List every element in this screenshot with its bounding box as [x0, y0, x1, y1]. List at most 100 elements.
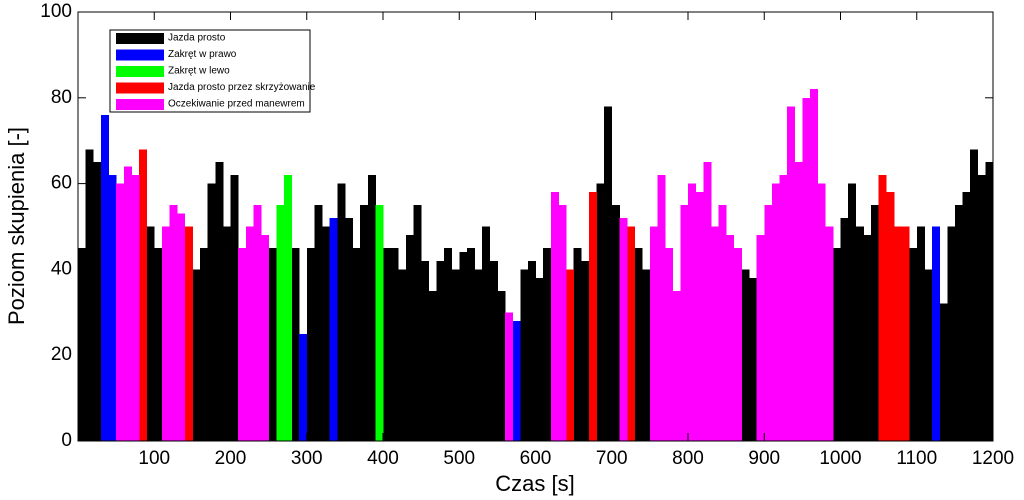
area-step — [474, 269, 483, 441]
area-step — [329, 217, 338, 441]
area-step — [672, 290, 681, 441]
area-step — [405, 235, 414, 441]
area-step — [78, 247, 87, 441]
area-step — [436, 260, 445, 441]
area-step — [771, 183, 780, 441]
area-step — [764, 205, 773, 441]
area-step — [276, 205, 285, 441]
area-step — [970, 149, 979, 441]
area-step — [184, 226, 193, 441]
y-tick-label: 0 — [61, 430, 72, 451]
legend-label: Jazda prosto — [168, 33, 226, 44]
area-step — [192, 269, 201, 441]
area-step — [215, 162, 224, 441]
area-step — [482, 226, 491, 441]
area-step — [131, 175, 140, 441]
area-step — [375, 205, 384, 441]
area-step — [451, 269, 460, 441]
area-step — [566, 269, 575, 441]
area-step — [657, 175, 666, 441]
area-step — [794, 162, 803, 441]
area-step — [360, 205, 369, 441]
area-step — [588, 192, 597, 441]
area-step — [146, 226, 155, 441]
area-step — [116, 183, 125, 441]
y-tick-label: 100 — [40, 1, 72, 22]
area-step — [123, 166, 132, 441]
area-step — [543, 247, 552, 441]
area-step — [245, 226, 254, 441]
area-step — [787, 106, 796, 441]
area-step — [779, 175, 788, 441]
area-step — [596, 183, 605, 441]
area-step — [444, 247, 453, 441]
x-tick-label: 100 — [138, 448, 170, 469]
area-step — [749, 277, 758, 441]
area-step — [924, 269, 933, 441]
area-step — [230, 175, 239, 441]
legend-swatch — [116, 33, 164, 44]
area-step — [741, 269, 750, 441]
area-step — [840, 217, 849, 441]
area-step — [306, 247, 315, 441]
area-step — [810, 89, 819, 441]
area-step — [169, 205, 178, 441]
area-step — [832, 247, 841, 441]
area-step — [718, 205, 727, 441]
plot-area — [78, 89, 994, 442]
area-step — [886, 192, 895, 441]
area-step — [367, 175, 376, 441]
area-step — [817, 183, 826, 441]
x-tick-label: 200 — [215, 448, 247, 469]
area-step — [268, 247, 277, 441]
area-step — [421, 260, 430, 441]
y-tick-label: 20 — [51, 344, 72, 365]
area-step — [200, 247, 209, 441]
area-step — [977, 175, 986, 441]
area-step — [649, 226, 658, 441]
area-step — [619, 217, 628, 441]
x-tick-label: 400 — [367, 448, 399, 469]
area-step — [954, 205, 963, 441]
area-step — [283, 175, 292, 441]
x-tick-label: 1100 — [896, 448, 937, 469]
area-step — [855, 226, 864, 441]
area-step — [573, 247, 582, 441]
x-tick-label: 300 — [291, 448, 323, 469]
legend-label: Zakręt w prawo — [168, 49, 237, 60]
legend-swatch — [116, 99, 164, 110]
x-tick-label: 700 — [596, 448, 628, 469]
area-step — [108, 175, 117, 441]
area-step — [871, 205, 880, 441]
area-step — [322, 226, 331, 441]
area-step — [642, 269, 651, 441]
area-step — [489, 260, 498, 441]
area-step — [512, 320, 521, 441]
area-step — [932, 226, 941, 441]
area-step — [962, 192, 971, 441]
area-step — [726, 235, 735, 441]
area-step — [139, 149, 148, 441]
area-step — [695, 192, 704, 441]
area-step — [703, 162, 712, 441]
legend-label: Jazda prosto przez skrzyżowanie — [168, 82, 316, 93]
area-step — [100, 114, 109, 442]
area-step — [497, 290, 506, 441]
area-step — [222, 226, 231, 441]
area-step — [154, 247, 163, 441]
area-step — [253, 205, 262, 441]
x-tick-label: 900 — [748, 448, 780, 469]
legend-swatch — [116, 49, 164, 61]
legend-label: Zakręt w lewo — [168, 66, 230, 77]
area-step — [665, 247, 674, 441]
area-step — [848, 183, 857, 441]
x-tick-label: 1200 — [972, 448, 1014, 469]
area-step — [916, 226, 925, 441]
area-step — [314, 205, 323, 441]
legend-swatch — [116, 66, 164, 77]
area-step — [680, 205, 689, 441]
area-step — [688, 183, 697, 441]
area-step — [161, 226, 170, 441]
area-step — [413, 205, 422, 441]
legend-label: Oczekiwanie przed manewrem — [168, 99, 305, 110]
